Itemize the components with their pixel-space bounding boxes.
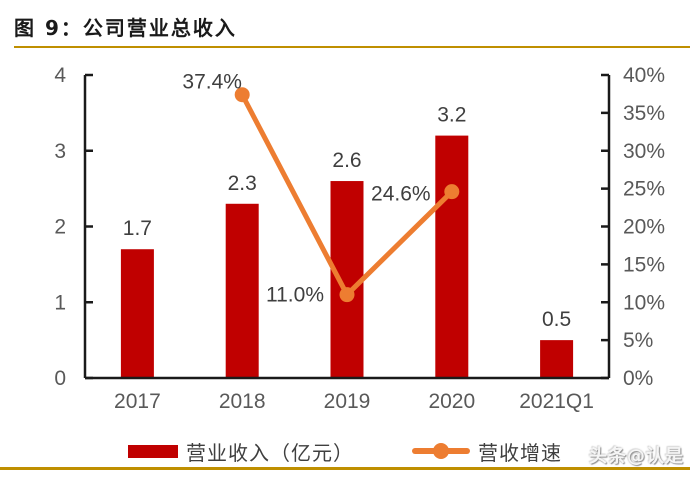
bottom-divider-rule <box>0 467 690 470</box>
right-axis-tick-label: 25% <box>623 178 665 201</box>
bar-2020 <box>435 135 469 378</box>
left-axis-tick-label: 2 <box>54 216 66 239</box>
x-axis-label-2017: 2017 <box>114 390 161 413</box>
right-axis-tick-label: 0% <box>623 367 653 390</box>
bar-label-2021Q1: 0.5 <box>542 308 571 331</box>
bar-label-2018: 2.3 <box>228 172 257 195</box>
line-label-2019: 11.0% <box>266 284 324 307</box>
right-axis-tick-label: 15% <box>623 253 665 276</box>
x-axis-label-2019: 2019 <box>324 390 371 413</box>
bar-2021Q1 <box>540 340 574 378</box>
right-axis-tick-label: 5% <box>623 329 653 352</box>
bar-2018 <box>225 203 259 378</box>
bar-2017 <box>120 249 154 378</box>
x-axis-label-2018: 2018 <box>219 390 266 413</box>
line-series-swatch-icon <box>412 443 470 459</box>
chart-title: 图 9：公司营业总收入 <box>14 16 237 40</box>
legend-item-revenue: 营业收入（亿元） <box>128 437 354 466</box>
left-axis-tick-label: 1 <box>54 291 66 314</box>
bar-2019 <box>330 181 364 378</box>
right-axis-tick-label: 30% <box>623 140 665 163</box>
bar-label-2020: 3.2 <box>437 104 466 127</box>
watermark: 头条@认是 <box>589 446 684 467</box>
left-axis-tick-label: 3 <box>54 140 66 163</box>
bar-label-2019: 2.6 <box>332 149 361 172</box>
x-axis-label-2020: 2020 <box>428 390 475 413</box>
line-swatch-marker <box>433 443 449 459</box>
legend-item-growth: 营收增速 <box>412 437 562 466</box>
left-axis-tick-label: 0 <box>54 367 66 390</box>
bar-series-swatch-icon <box>128 444 178 458</box>
line-marker-2019 <box>339 287 355 303</box>
line-label-2018: 37.4% <box>182 71 242 94</box>
line-marker-2020 <box>444 184 460 200</box>
right-axis-tick-label: 10% <box>623 291 665 314</box>
left-axis-tick-label: 4 <box>54 64 66 87</box>
title-divider-rule <box>14 46 690 48</box>
legend: 营业收入（亿元） 营收增速 <box>0 437 690 466</box>
legend-label-revenue: 营业收入（亿元） <box>186 440 354 465</box>
bar-label-2017: 1.7 <box>123 217 152 240</box>
legend-label-growth: 营收增速 <box>478 440 562 465</box>
line-label-2020: 24.6% <box>371 183 431 206</box>
right-axis-tick-label: 20% <box>623 216 665 239</box>
right-axis-tick-label: 40% <box>623 64 665 87</box>
x-axis-label-2021Q1: 2021Q1 <box>519 390 594 413</box>
line-marker-2018 <box>234 87 250 103</box>
right-axis-tick-label: 35% <box>623 102 665 125</box>
